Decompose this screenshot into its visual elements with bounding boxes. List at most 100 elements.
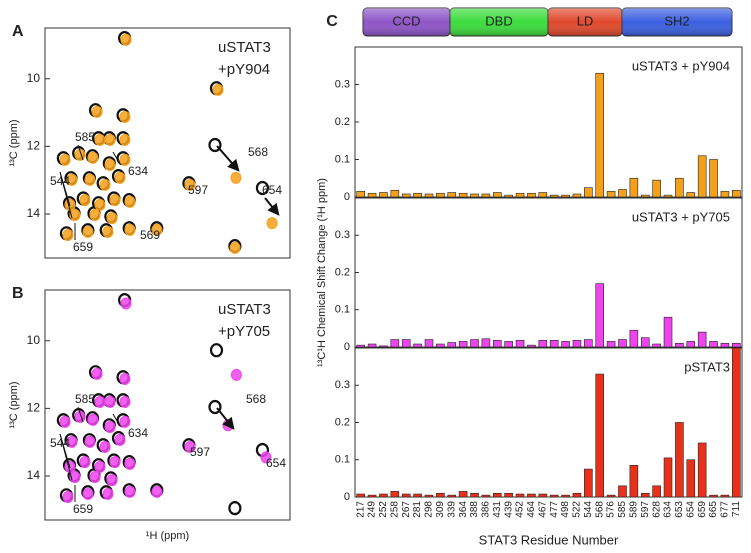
shift-arrow <box>216 145 240 172</box>
leader-line <box>112 413 121 427</box>
peak <box>104 395 116 408</box>
bar <box>492 339 502 348</box>
bar <box>652 179 661 198</box>
bar <box>652 485 661 498</box>
x-axis-label: ¹H (ppm) <box>146 530 189 542</box>
bar <box>663 457 673 498</box>
bar <box>618 339 627 348</box>
domain-label: SH2 <box>664 13 689 28</box>
bar <box>447 494 457 498</box>
peak-label: 634 <box>128 164 148 178</box>
bar <box>629 329 639 348</box>
y-tick-label: 14 <box>27 206 41 220</box>
bar <box>720 494 730 498</box>
shift-arrow <box>216 407 235 430</box>
peak <box>124 223 136 236</box>
bar <box>367 494 377 498</box>
bar <box>401 193 411 198</box>
bar <box>527 192 536 198</box>
bar <box>606 191 616 198</box>
peak <box>120 297 132 310</box>
bar <box>379 192 388 198</box>
bar <box>549 339 559 348</box>
peak-label: 585 <box>75 392 95 406</box>
peak-label: 659 <box>73 502 93 516</box>
bar <box>584 187 593 198</box>
bar <box>640 194 650 198</box>
legend-entry: +pY705 <box>218 323 270 340</box>
bar <box>424 193 434 198</box>
peak-label: 544 <box>50 174 70 188</box>
bar <box>379 493 388 498</box>
bar <box>481 193 491 198</box>
bar <box>561 341 570 348</box>
x-axis-label: STAT3 Residue Number <box>479 532 619 547</box>
peak <box>106 474 118 487</box>
x-tick-label: 364 <box>458 501 469 518</box>
bar <box>492 192 502 198</box>
domain-shade <box>548 8 622 36</box>
peak <box>89 209 101 222</box>
x-tick-label: 544 <box>583 501 594 518</box>
peak <box>208 137 222 153</box>
x-tick-label: 597 <box>640 501 651 518</box>
peak-label: 659 <box>73 240 93 254</box>
peak <box>124 195 136 208</box>
peak <box>230 368 242 381</box>
peak <box>119 153 131 166</box>
legend-entry: +pY904 <box>218 61 270 78</box>
bar <box>549 194 559 198</box>
bar <box>538 339 548 348</box>
peak-label: 569 <box>140 228 160 242</box>
peak-label: 544 <box>50 436 70 450</box>
x-tick-label: 252 <box>378 501 389 518</box>
x-tick-label: 576 <box>606 501 617 518</box>
peak <box>102 487 114 500</box>
bar <box>424 339 434 348</box>
peak <box>119 395 131 408</box>
peak <box>208 399 222 415</box>
bar <box>595 373 605 498</box>
y-tick-label: 0.1 <box>335 454 350 466</box>
leader-line <box>59 433 73 481</box>
peak <box>255 180 270 196</box>
x-tick-label: 464 <box>526 501 537 518</box>
bar <box>436 492 445 498</box>
bar <box>629 465 639 498</box>
leader-line <box>112 151 121 165</box>
peak <box>79 456 91 469</box>
bar <box>595 72 605 198</box>
peak <box>119 110 131 123</box>
bar <box>481 494 491 498</box>
bar <box>379 345 388 348</box>
x-tick-label: 452 <box>515 501 526 518</box>
bar <box>390 491 400 498</box>
x-tick-label: 665 <box>708 501 719 518</box>
bar <box>458 341 468 348</box>
bar <box>356 344 365 348</box>
bar <box>367 192 377 198</box>
peak <box>89 471 101 484</box>
y-tick-label: 0.2 <box>335 416 350 428</box>
x-tick-label: 388 <box>469 501 480 518</box>
bar <box>470 193 479 198</box>
peak <box>260 451 272 464</box>
legend-entry: uSTAT3 <box>218 39 271 56</box>
peak-label: 568 <box>246 392 266 406</box>
bar <box>640 492 650 498</box>
peak <box>124 485 136 498</box>
bar <box>675 342 684 348</box>
x-tick-label: 431 <box>492 501 503 518</box>
bar <box>640 337 650 348</box>
y-axis-label: ¹³C (ppm) <box>8 119 20 166</box>
peak <box>87 413 99 426</box>
peak <box>104 133 116 146</box>
peak <box>151 485 163 498</box>
peak <box>66 435 78 448</box>
peak <box>109 194 121 207</box>
y-tick-label: 0.3 <box>335 78 350 90</box>
peak <box>184 178 196 191</box>
bar <box>720 342 730 348</box>
y-axis-label: ¹³C¹H Chemical Shift Change (¹H ppm) <box>316 178 328 367</box>
